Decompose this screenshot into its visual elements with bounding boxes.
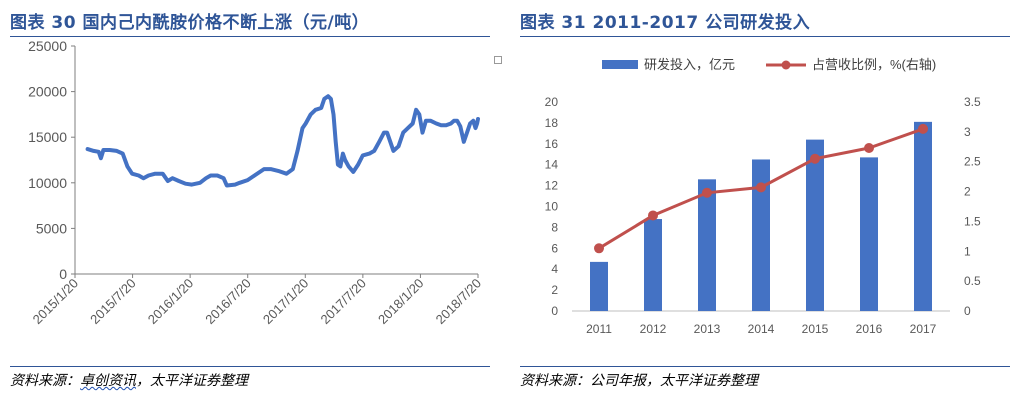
y-tick-label: 25000 xyxy=(28,38,67,54)
rnd-bar xyxy=(914,121,932,311)
x-tick-label: 2018/7/20 xyxy=(433,276,485,328)
x-tick-label: 2017/1/20 xyxy=(260,276,312,328)
y-tick-label: 15000 xyxy=(28,129,67,145)
rnd-bar xyxy=(806,139,824,311)
y-tick-label: 2 xyxy=(551,283,558,297)
left-figure-panel: 图表 30 国内己内酰胺价格不断上涨（元/吨） 0 5000 10000 15000 2… xyxy=(0,0,498,402)
y-tick-label: 8 xyxy=(551,220,558,234)
source-prefix: 资料来源：公司年报，太平洋证券整理 xyxy=(520,373,758,389)
title-rule xyxy=(10,36,490,37)
price-line-chart: 0 5000 10000 15000 20000 25000 2015/1/20 2015/7… xyxy=(28,38,485,328)
rnd-combo-chart: 研发投入，亿元 占营收比例，%(右轴)0246810121416182000.51… xyxy=(545,57,981,336)
x-tick-label: 2013 xyxy=(694,322,721,336)
y2-tick-label: 2 xyxy=(964,185,971,199)
y2-tick-label: 2.5 xyxy=(964,155,981,169)
ratio-point xyxy=(918,123,928,134)
y2-tick-label: 1 xyxy=(964,244,971,258)
rnd-bar xyxy=(698,179,716,311)
y2-tick-label: 3.5 xyxy=(964,95,981,109)
x-tick-label: 2015 xyxy=(802,322,829,336)
y-tick-label: 20 xyxy=(545,95,559,109)
legend-bar-swatch xyxy=(602,60,638,69)
ratio-point xyxy=(702,187,712,198)
x-tick-label: 2018/1/20 xyxy=(375,276,427,328)
y2-tick-label: 0 xyxy=(964,304,971,318)
anchor-marker xyxy=(494,56,502,64)
source-note: 资料来源：卓创资讯，太平洋证券整理 xyxy=(10,370,248,390)
y2-tick-label: 3 xyxy=(964,125,971,139)
ratio-point xyxy=(864,142,874,153)
y-tick-label: 4 xyxy=(551,262,558,276)
price-series-line xyxy=(85,94,480,188)
source-suffix: ，太平洋证券整理 xyxy=(136,373,248,389)
x-tick-label: 2011 xyxy=(586,322,612,336)
y-tick-label: 0 xyxy=(551,304,558,318)
figure-title: 图表 31 2011-2017 公司研发投入 xyxy=(520,13,811,33)
y-tick-label: 10 xyxy=(545,200,559,214)
y2-tick-label: 1.5 xyxy=(964,214,981,228)
rnd-bar xyxy=(644,219,662,311)
rnd-bar xyxy=(860,157,878,311)
rnd-bar xyxy=(752,159,770,311)
ratio-point xyxy=(594,243,604,254)
y-tick-label: 0 xyxy=(59,266,67,282)
x-tick-label: 2017/7/20 xyxy=(317,276,369,328)
x-tick-label: 2017 xyxy=(910,322,937,336)
legend-bar-label: 研发投入，亿元 xyxy=(644,57,735,72)
x-tick-label: 2016/1/20 xyxy=(145,276,197,328)
y-tick-label: 14 xyxy=(545,158,559,172)
right-figure-panel: 图表 31 2011-2017 公司研发投入 研发投入，亿元 占营收比例，%(右轴… xyxy=(510,0,1018,402)
y-tick-label: 20000 xyxy=(28,84,67,100)
source-note: 资料来源：公司年报，太平洋证券整理 xyxy=(520,370,758,390)
x-tick-label: 2016/7/20 xyxy=(202,276,254,328)
source-link-text: 卓创资讯 xyxy=(80,373,136,389)
y-tick-label: 5000 xyxy=(36,220,67,236)
ratio-point xyxy=(810,153,820,164)
x-tick-label: 2016 xyxy=(856,322,883,336)
legend-line-marker xyxy=(781,60,791,70)
ratio-point xyxy=(756,182,766,193)
y-tick-label: 16 xyxy=(545,137,559,151)
rnd-bar xyxy=(590,261,608,311)
legend-line-label: 占营收比例，%(右轴) xyxy=(812,57,936,72)
bottom-rule xyxy=(10,366,490,367)
title-rule xyxy=(520,36,1010,37)
source-prefix: 资料来源： xyxy=(10,373,80,389)
x-tick-label: 2014 xyxy=(748,322,775,336)
y2-tick-label: 0.5 xyxy=(964,274,981,288)
y-tick-label: 12 xyxy=(545,179,559,193)
y-tick-label: 6 xyxy=(551,241,558,255)
y-tick-label: 10000 xyxy=(28,175,67,191)
figure-title: 图表 30 国内己内酰胺价格不断上涨（元/吨） xyxy=(10,13,370,33)
x-tick-label: 2015/1/20 xyxy=(30,276,82,328)
ratio-point xyxy=(648,210,658,221)
x-tick-label: 2015/7/20 xyxy=(87,276,139,328)
y-tick-label: 18 xyxy=(545,116,559,130)
x-tick-label: 2012 xyxy=(640,322,667,336)
bottom-rule xyxy=(520,366,1010,367)
